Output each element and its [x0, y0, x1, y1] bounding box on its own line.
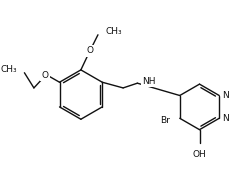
Text: O: O: [42, 71, 49, 80]
Text: Br: Br: [160, 116, 170, 125]
Text: OH: OH: [193, 150, 206, 159]
Text: O: O: [87, 46, 94, 55]
Text: N: N: [222, 91, 229, 100]
Text: CH₃: CH₃: [0, 65, 17, 74]
Text: NH: NH: [142, 77, 156, 86]
Text: CH₃: CH₃: [106, 28, 122, 37]
Text: N: N: [222, 114, 229, 123]
